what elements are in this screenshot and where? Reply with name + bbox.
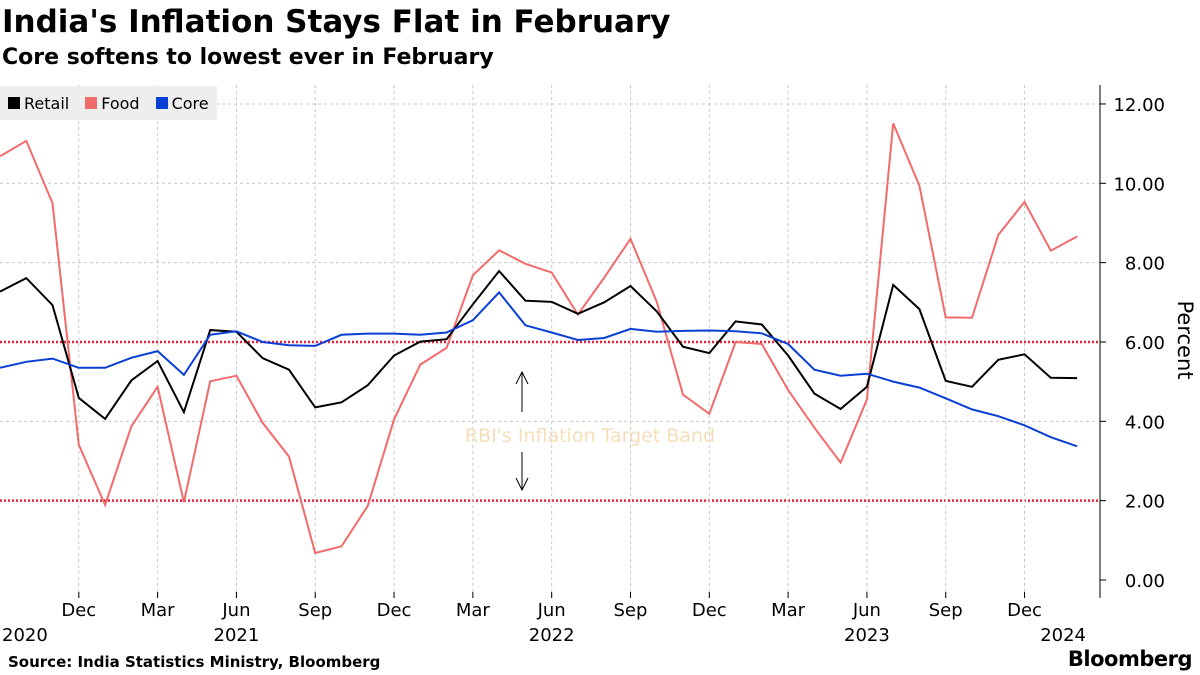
y-tick-label: 10.00 [1113, 174, 1165, 195]
legend-label: Food [101, 93, 140, 113]
legend-swatch-core [155, 97, 168, 109]
y-axis-label: Percent [1173, 300, 1197, 379]
x-tick-label-month: Jun [852, 600, 881, 621]
legend-item-retail: Retail [0, 86, 77, 120]
arrow-down-icon [515, 452, 529, 492]
chart-subtitle: Core softens to lowest ever in February [2, 45, 494, 70]
target-band-annotation: RBI's Inflation Target Band [465, 425, 715, 447]
x-tick-label-month: Sep [929, 600, 963, 621]
x-tick-label-year: 2024 [1040, 625, 1086, 646]
y-tick-label: 6.00 [1125, 333, 1165, 354]
legend-swatch-food [85, 97, 98, 109]
x-tick-label-month: Sep [614, 600, 648, 621]
series-line-core [0, 290, 1078, 448]
x-tick-label-year: 2021 [214, 625, 260, 646]
x-tick-label-year: 2022 [529, 625, 575, 646]
legend-label: Core [171, 93, 209, 113]
x-tick-label-year: 2023 [844, 625, 890, 646]
y-tick-label: 12.00 [1113, 95, 1165, 116]
legend: Retail Food Core [0, 86, 217, 120]
source-note: Source: India Statistics Ministry, Bloom… [8, 653, 381, 671]
x-tick-label-year: 2020 [2, 625, 48, 646]
y-tick-label: 4.00 [1125, 412, 1165, 433]
x-tick-label-month: Mar [771, 600, 806, 621]
x-tick-label-month: Jun [537, 600, 566, 621]
x-tick-label-month: Jun [221, 600, 250, 621]
x-tick-label-month: Dec [377, 600, 412, 621]
x-tick-label-month: Mar [456, 600, 491, 621]
legend-swatch-retail [8, 97, 20, 109]
bloomberg-logo: Bloomberg [1067, 647, 1193, 671]
legend-item-food: Food [77, 86, 147, 120]
x-tick-label-month: Dec [1007, 600, 1042, 621]
x-tick-label-month: Dec [692, 600, 727, 621]
chart-title: India's Inflation Stays Flat in February [2, 4, 671, 40]
x-tick-label-month: Sep [298, 600, 332, 621]
legend-label: Retail [24, 93, 70, 113]
x-tick-label-month: Dec [61, 600, 96, 621]
y-tick-label: 2.00 [1125, 492, 1165, 513]
series-line-food [0, 123, 1078, 555]
x-tick-label-month: Mar [141, 600, 176, 621]
arrow-up-icon [515, 370, 529, 412]
legend-item-core: Core [148, 86, 217, 120]
y-tick-label: 0.00 [1125, 571, 1165, 592]
series-line-retail [0, 269, 1078, 421]
y-tick-label: 8.00 [1125, 254, 1165, 275]
